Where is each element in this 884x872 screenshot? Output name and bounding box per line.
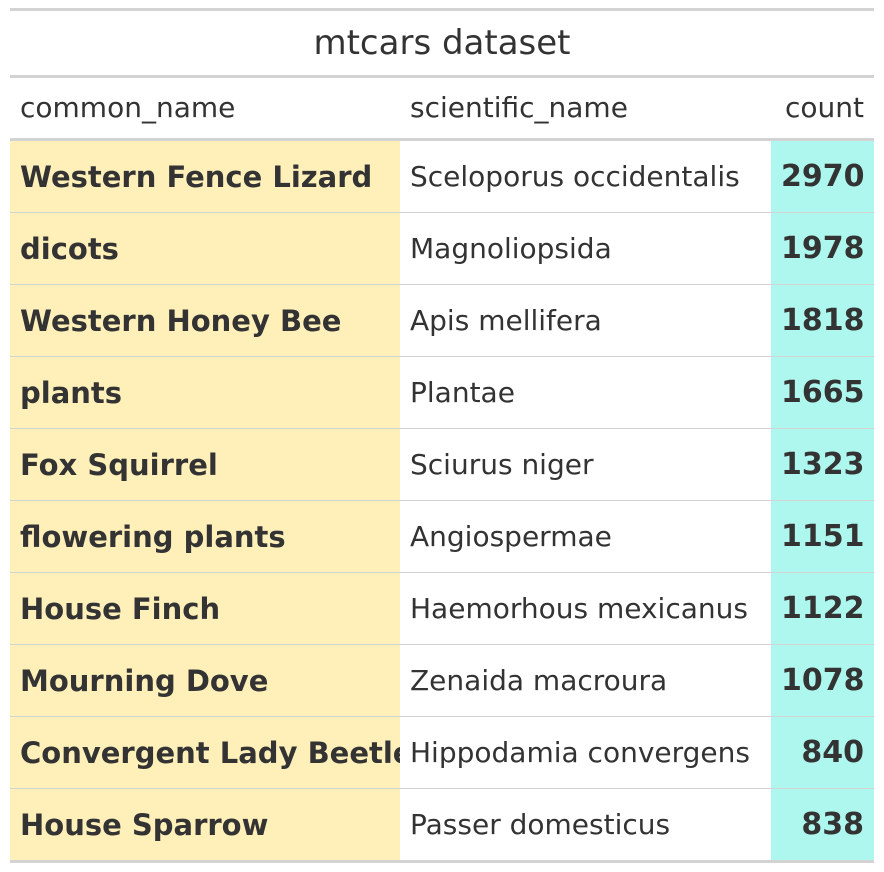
cell-count: 2970 bbox=[771, 141, 874, 212]
cell-common-name: House Finch bbox=[10, 573, 400, 644]
cell-scientific-name: Magnoliopsida bbox=[400, 213, 771, 284]
table-row: dicots Magnoliopsida 1978 bbox=[10, 213, 874, 285]
cell-common-name: Mourning Dove bbox=[10, 645, 400, 716]
table-row: Western Fence Lizard Sceloporus occident… bbox=[10, 141, 874, 213]
cell-count: 1078 bbox=[771, 645, 874, 716]
header-row: common_name scientific_name count bbox=[10, 78, 874, 141]
cell-scientific-name: Haemorhous mexicanus bbox=[400, 573, 771, 644]
cell-scientific-name: Sceloporus occidentalis bbox=[400, 141, 771, 212]
cell-count: 1323 bbox=[771, 429, 874, 500]
table-row: Convergent Lady Beetle Hippodamia conver… bbox=[10, 717, 874, 789]
cell-common-name: dicots bbox=[10, 213, 400, 284]
table-row: House Sparrow Passer domesticus 838 bbox=[10, 789, 874, 863]
table-row: plants Plantae 1665 bbox=[10, 357, 874, 429]
cell-scientific-name: Hippodamia convergens bbox=[400, 717, 771, 788]
cell-count: 1818 bbox=[771, 285, 874, 356]
cell-count: 1151 bbox=[771, 501, 874, 572]
cell-common-name: Fox Squirrel bbox=[10, 429, 400, 500]
cell-common-name: plants bbox=[10, 357, 400, 428]
table-title: mtcars dataset bbox=[10, 11, 874, 78]
table-row: House Finch Haemorhous mexicanus 1122 bbox=[10, 573, 874, 645]
table-row: flowering plants Angiospermae 1151 bbox=[10, 501, 874, 573]
top-rule bbox=[10, 8, 874, 11]
cell-count: 1665 bbox=[771, 357, 874, 428]
column-header-common-name: common_name bbox=[20, 91, 236, 124]
cell-count: 1978 bbox=[771, 213, 874, 284]
cell-scientific-name: Passer domesticus bbox=[400, 789, 771, 860]
cell-scientific-name: Apis mellifera bbox=[400, 285, 771, 356]
data-table: mtcars dataset common_name scientific_na… bbox=[10, 8, 874, 863]
table-row: Mourning Dove Zenaida macroura 1078 bbox=[10, 645, 874, 717]
cell-common-name: Convergent Lady Beetle bbox=[10, 717, 400, 788]
cell-count: 1122 bbox=[771, 573, 874, 644]
cell-common-name: Western Honey Bee bbox=[10, 285, 400, 356]
column-header-count: count bbox=[785, 91, 864, 124]
cell-common-name: Western Fence Lizard bbox=[10, 141, 400, 212]
cell-count: 838 bbox=[771, 789, 874, 860]
cell-count: 840 bbox=[771, 717, 874, 788]
table-row: Fox Squirrel Sciurus niger 1323 bbox=[10, 429, 874, 501]
cell-scientific-name: Plantae bbox=[400, 357, 771, 428]
column-header-scientific-name: scientific_name bbox=[410, 91, 628, 124]
table-row: Western Honey Bee Apis mellifera 1818 bbox=[10, 285, 874, 357]
cell-common-name: flowering plants bbox=[10, 501, 400, 572]
cell-scientific-name: Angiospermae bbox=[400, 501, 771, 572]
cell-common-name: House Sparrow bbox=[10, 789, 400, 860]
cell-scientific-name: Sciurus niger bbox=[400, 429, 771, 500]
cell-scientific-name: Zenaida macroura bbox=[400, 645, 771, 716]
table-body: Western Fence Lizard Sceloporus occident… bbox=[10, 141, 874, 863]
